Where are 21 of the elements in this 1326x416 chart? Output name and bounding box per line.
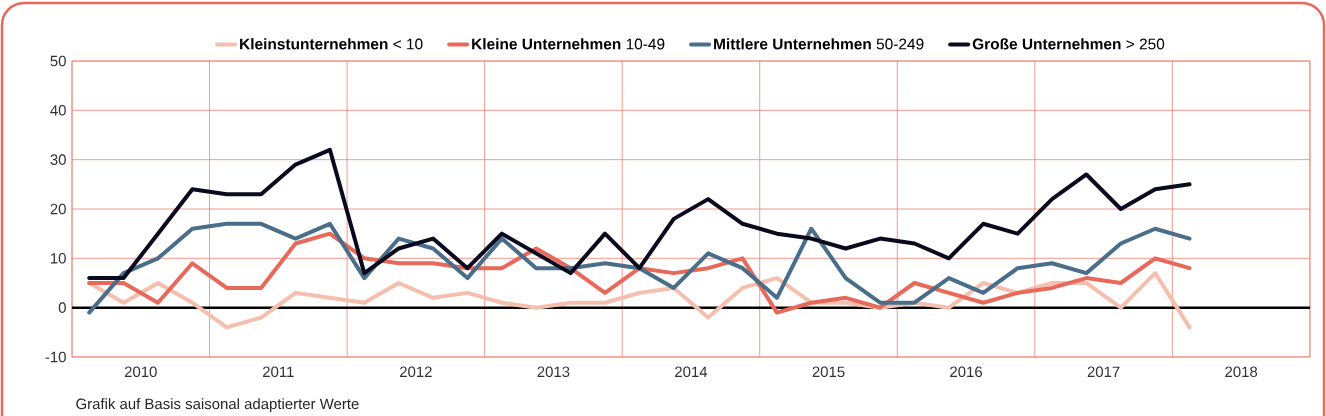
x-tick-label: 2011 (263, 366, 294, 378)
y-tick-label: 40 (50, 105, 66, 116)
x-tick-label: 2014 (675, 366, 708, 378)
y-tick-label: 10 (51, 253, 66, 264)
legend-label: Kleine Unternehmen 10-49 (472, 38, 665, 50)
x-tick-label: 2013 (537, 366, 570, 378)
text: Grafik auf Basis saisonal adaptierter Werte (76, 398, 359, 413)
legend-label: Kleinstunternehmen < 10 (240, 38, 423, 50)
y-tick-label: 30 (50, 154, 66, 165)
y-tick-label: 0 (58, 302, 66, 313)
x-tick-label: 2010 (124, 366, 157, 378)
y-tick-label: 20 (50, 203, 66, 215)
x-tick-label: 2012 (399, 366, 432, 378)
x-tick-label: 2018 (1225, 366, 1258, 378)
legend-label: Mittlere Unternehmen 50-249 (714, 38, 924, 50)
x-tick-label: 2017 (1087, 366, 1120, 378)
legend-label: Große Unternehmen > 250 (972, 38, 1165, 50)
y-tick-label: 50 (50, 55, 66, 67)
x-tick-label: 2015 (812, 366, 845, 378)
x-tick-label: 2016 (950, 366, 983, 378)
y-tick-label: -10 (45, 351, 66, 363)
